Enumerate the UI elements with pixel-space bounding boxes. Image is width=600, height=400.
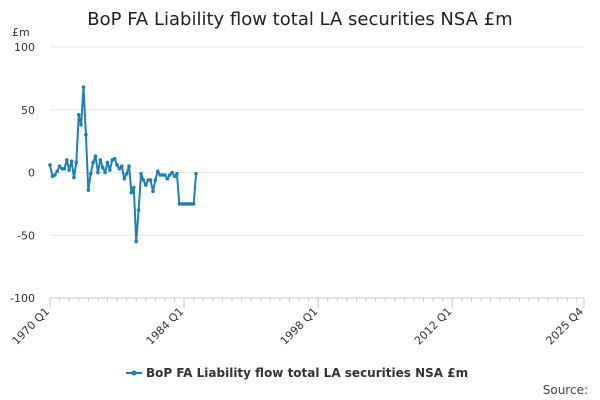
- data-point[interactable]: [115, 163, 119, 167]
- data-point[interactable]: [139, 171, 143, 176]
- data-point[interactable]: [134, 239, 139, 244]
- data-point[interactable]: [120, 164, 124, 169]
- data-point[interactable]: [76, 112, 81, 117]
- data-point[interactable]: [55, 169, 59, 174]
- data-point[interactable]: [57, 164, 62, 169]
- data-point[interactable]: [122, 176, 127, 181]
- data-point[interactable]: [79, 123, 83, 127]
- data-point[interactable]: [127, 164, 131, 169]
- data-point[interactable]: [132, 185, 136, 190]
- y-tick-label: 50: [21, 104, 35, 117]
- data-point[interactable]: [108, 168, 112, 172]
- data-point[interactable]: [72, 175, 76, 180]
- data-point[interactable]: [167, 173, 172, 177]
- data-point[interactable]: [67, 168, 71, 172]
- x-tick-label: 1984 Q1: [144, 305, 187, 348]
- data-point[interactable]: [48, 163, 52, 167]
- data-point[interactable]: [86, 188, 91, 192]
- data-point[interactable]: [64, 158, 69, 162]
- data-point[interactable]: [105, 160, 110, 165]
- data-point[interactable]: [129, 190, 134, 195]
- data-point[interactable]: [136, 208, 141, 212]
- data-point[interactable]: [93, 154, 98, 158]
- legend[interactable]: BoP FA Liability flow total LA securitie…: [126, 366, 468, 380]
- y-tick-label: 100: [14, 41, 35, 54]
- x-tick-label: 2025 Q4: [544, 305, 587, 348]
- data-point[interactable]: [98, 158, 103, 162]
- data-point[interactable]: [191, 202, 196, 206]
- legend-label: BoP FA Liability flow total LA securitie…: [146, 366, 468, 380]
- data-point[interactable]: [155, 169, 160, 174]
- data-point[interactable]: [81, 85, 86, 89]
- chart-title: BoP FA Liability flow total LA securitie…: [87, 9, 512, 30]
- legend-marker-swatch: [131, 370, 137, 376]
- data-point[interactable]: [88, 171, 93, 176]
- data-point[interactable]: [172, 174, 177, 179]
- data-point[interactable]: [91, 160, 95, 165]
- data-point[interactable]: [117, 166, 122, 171]
- y-tick-label: -100: [10, 292, 35, 305]
- data-point[interactable]: [52, 173, 57, 177]
- data-point[interactable]: [96, 170, 100, 175]
- data-point[interactable]: [141, 178, 146, 182]
- x-tick-label: 1998 Q1: [278, 305, 321, 348]
- data-point[interactable]: [112, 156, 117, 161]
- data-point[interactable]: [153, 178, 158, 182]
- data-point[interactable]: [143, 183, 148, 187]
- data-point[interactable]: [103, 170, 107, 175]
- data-point[interactable]: [194, 171, 198, 176]
- y-tick-labels: 100 50 0 -50 -100: [10, 41, 35, 305]
- data-point[interactable]: [163, 173, 167, 177]
- data-point[interactable]: [148, 178, 153, 182]
- data-point[interactable]: [62, 166, 67, 171]
- data-point[interactable]: [69, 159, 74, 163]
- x-axis: 1970 Q1 1984 Q1 1998 Q1 2012 Q1 2025 Q4: [10, 297, 587, 348]
- data-point[interactable]: [84, 133, 88, 137]
- data-point[interactable]: [175, 171, 179, 176]
- gridlines: [50, 46, 584, 236]
- data-point[interactable]: [170, 170, 174, 175]
- y-tick-label: 0: [28, 167, 35, 180]
- x-tick-label: 1970 Q1: [10, 305, 53, 348]
- data-point[interactable]: [165, 176, 170, 181]
- y-tick-label: -50: [17, 229, 35, 242]
- series-line: [49, 86, 198, 243]
- y-unit-label: £m: [12, 26, 30, 39]
- data-point[interactable]: [100, 165, 105, 170]
- source-label: Source:: [543, 383, 588, 397]
- data-point[interactable]: [151, 189, 155, 194]
- data-point[interactable]: [74, 160, 79, 165]
- data-point[interactable]: [124, 171, 129, 176]
- x-tick-label: 2012 Q1: [412, 305, 455, 348]
- series-layer: [48, 85, 198, 244]
